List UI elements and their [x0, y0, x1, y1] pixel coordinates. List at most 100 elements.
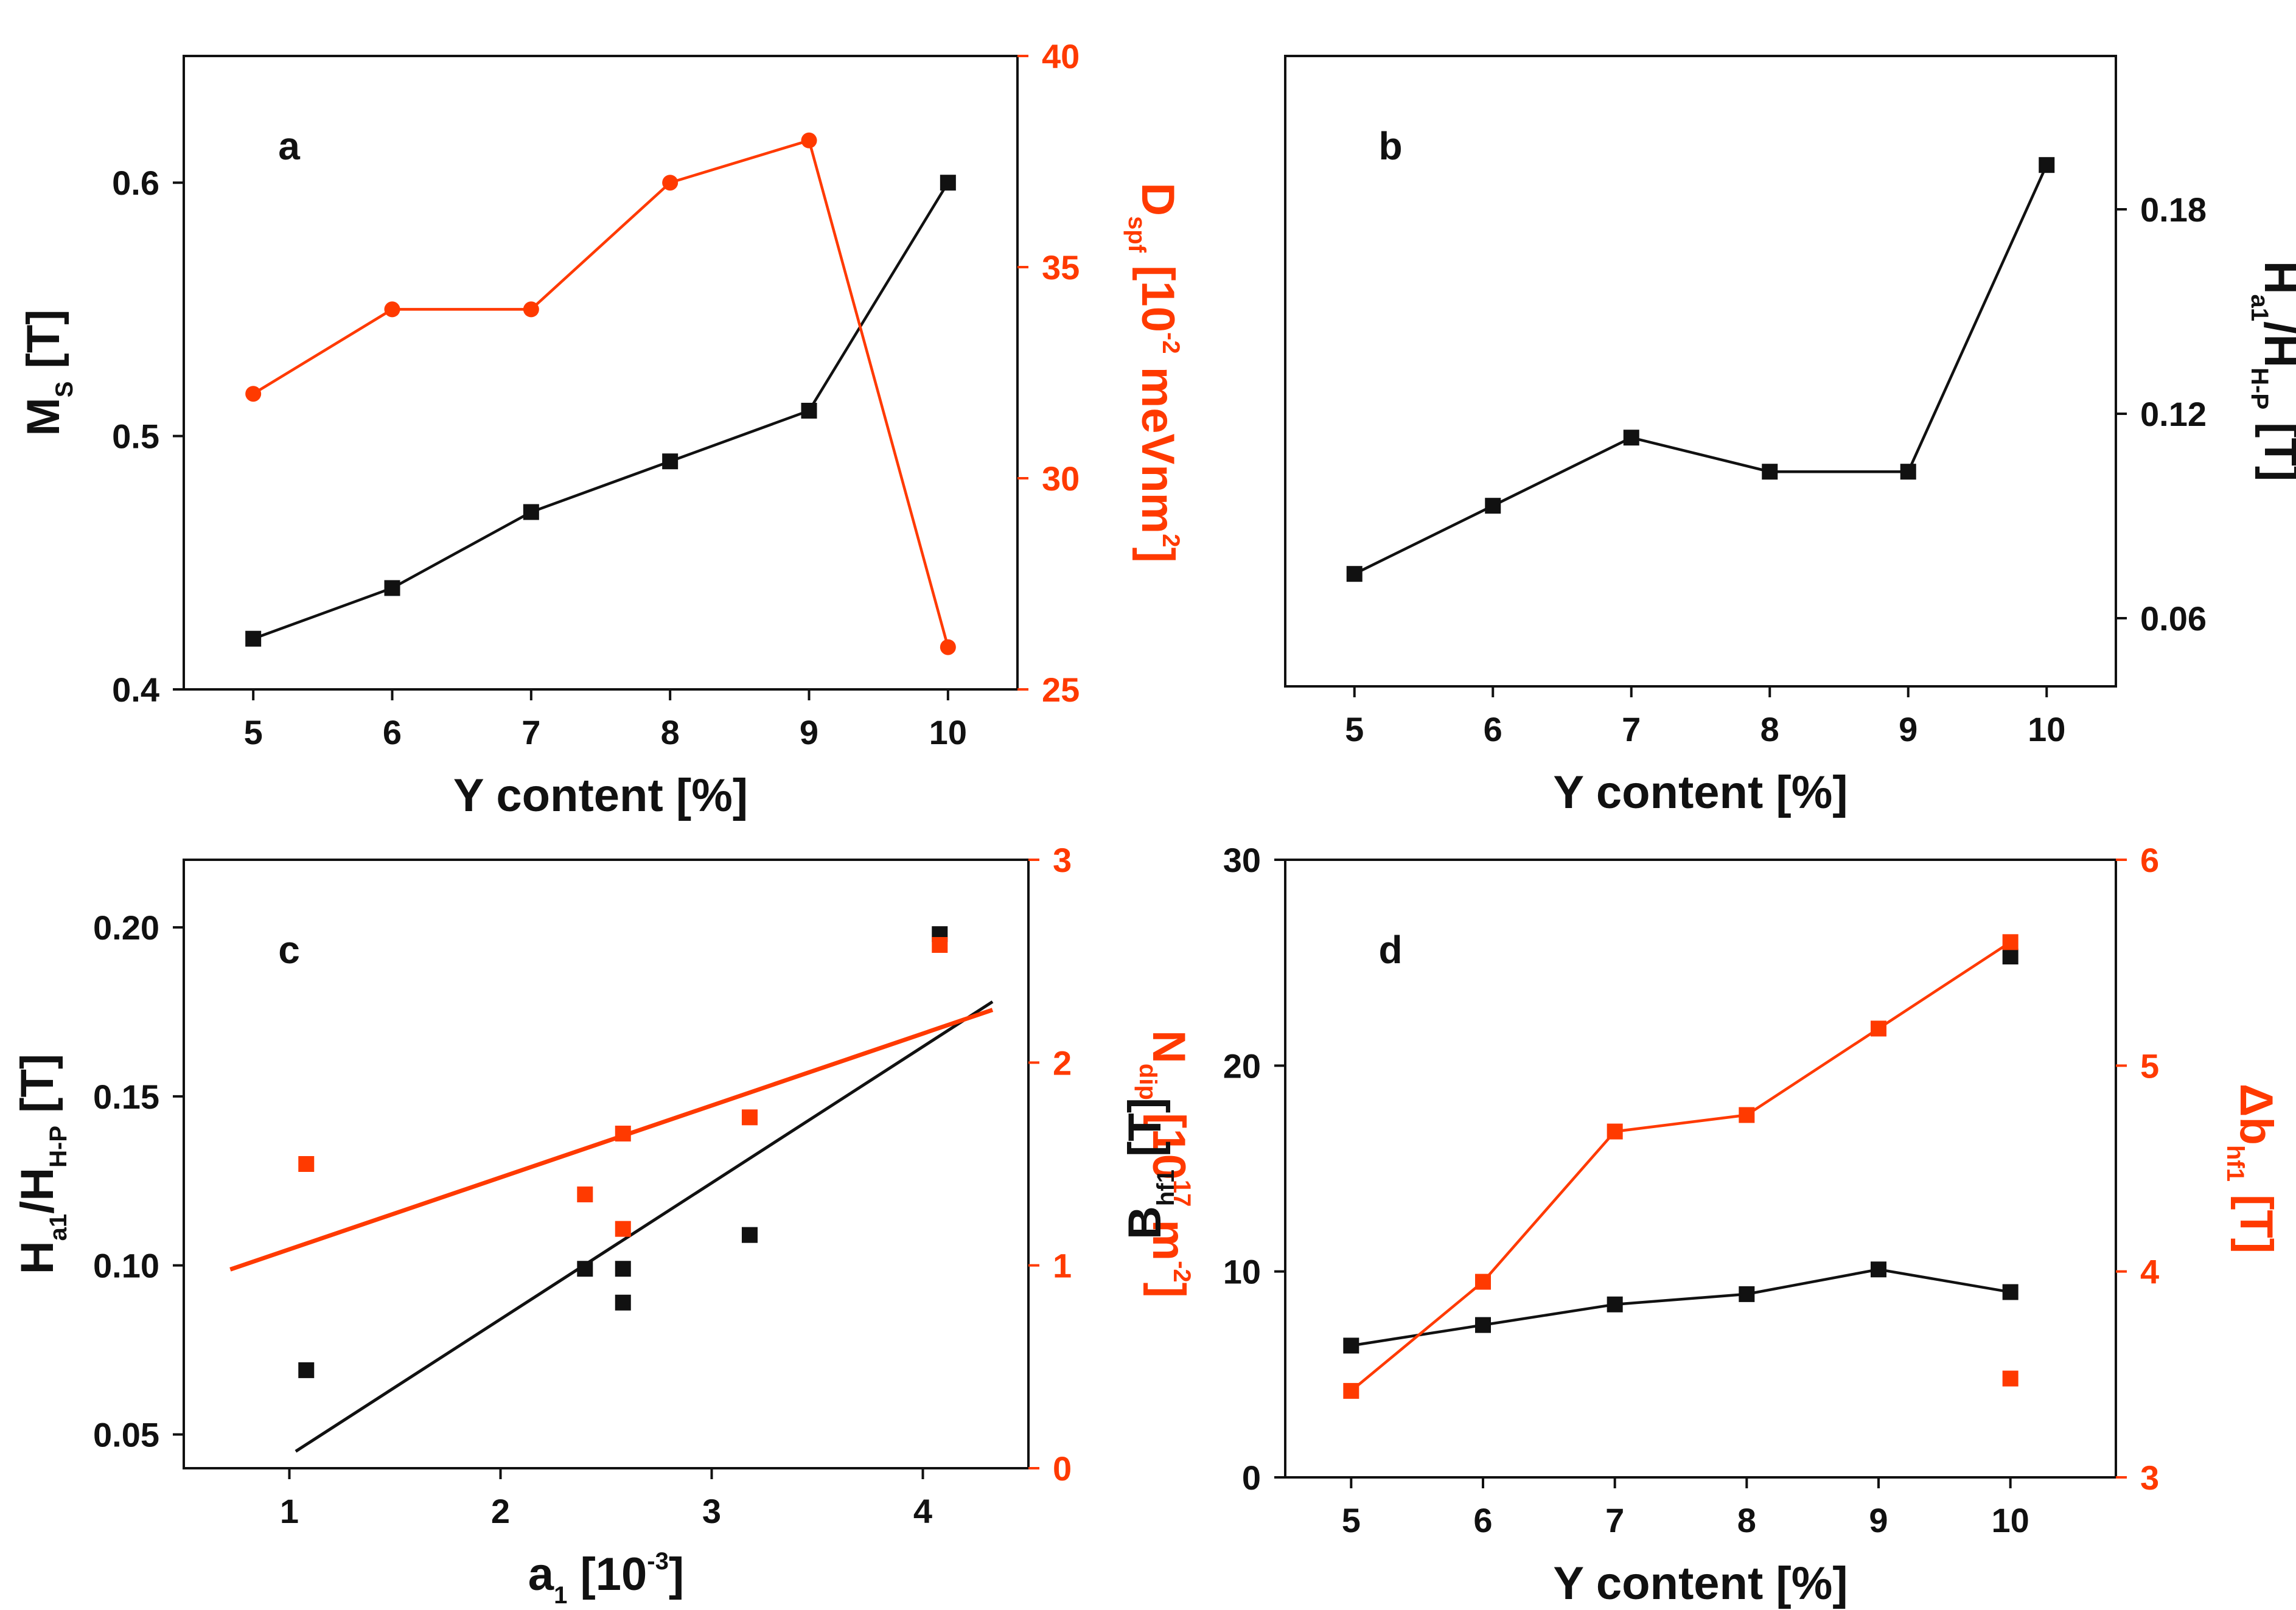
y-axis-label: MS [T]: [18, 309, 78, 436]
plot-frame: [1284, 859, 2117, 1479]
data-point: [1739, 1286, 1755, 1302]
label-part: hf1: [1153, 1169, 1179, 1206]
y2-tick-label: 0.18: [2140, 190, 2207, 229]
label-part: [T]: [18, 309, 69, 381]
label-part: -2: [1157, 332, 1184, 354]
data-point: [1485, 498, 1501, 514]
data-point: [1762, 464, 1778, 480]
y2-tick-label: 4: [2140, 1253, 2159, 1291]
series-line: [1350, 941, 2011, 1392]
data-point: [523, 504, 539, 520]
data-point: [1871, 1020, 1886, 1037]
panel-a: 5 6 7 8 9 10 Y content [%] 0.4 0.5 0.6 MS [T] 25 30 3…: [18, 37, 1184, 821]
y-tick-label: 10: [1223, 1253, 1261, 1291]
label-part: 17: [1168, 1180, 1195, 1207]
data-point: [577, 1187, 593, 1202]
x-tick-label: 3: [702, 1492, 721, 1530]
data-point: [1343, 1337, 1359, 1354]
panel-label: d: [1378, 928, 1402, 972]
label-part: M: [18, 397, 69, 436]
y2-tick-label: 3: [2140, 1458, 2159, 1497]
x-axis-label: Y content [%]: [1553, 1558, 1848, 1609]
label-part: 2: [1157, 534, 1184, 547]
data-point: [245, 630, 262, 647]
x-tick-label: 2: [491, 1492, 510, 1530]
y2-tick-label: 2: [1053, 1044, 1072, 1082]
data-point: [1475, 1274, 1491, 1290]
data-point: [1607, 1123, 1623, 1140]
data-point: [615, 1126, 631, 1141]
label-part: [T]: [1119, 1098, 1171, 1169]
panel-d: 5 6 7 8 9 10 Y content [%] 0 10 20 30 Bhf1 [T] 3 4 5 6 Δ…: [1119, 841, 2282, 1609]
label-part: a1: [2246, 294, 2273, 322]
y2-tick-label: 6: [2140, 841, 2159, 879]
data-point: [615, 1261, 631, 1277]
label-part: ]: [1143, 1283, 1195, 1298]
x-tick-label: 8: [661, 713, 680, 751]
data-point: [615, 1221, 631, 1237]
data-point: [662, 175, 679, 191]
x-axis-label: Y content [%]: [1553, 767, 1848, 818]
x-tick-label: 5: [244, 713, 263, 751]
fit-line: [295, 1000, 994, 1453]
data-point: [932, 937, 948, 953]
y-tick-label: 20: [1223, 1047, 1261, 1085]
data-point: [1607, 1296, 1623, 1312]
y2-axis-label: Dspf [10-2 meVnm2]: [1123, 183, 1184, 563]
label-part: [10: [1132, 253, 1184, 332]
y-tick-label: 0: [1242, 1458, 1261, 1497]
y2-tick-label: 5: [2140, 1047, 2159, 1085]
series-line: [253, 182, 949, 640]
y-axis-label: Bhf1 [T]: [1119, 1098, 1179, 1239]
label-part: H-P: [2246, 368, 2273, 409]
x-tick-label: 8: [1737, 1501, 1756, 1539]
data-point: [523, 301, 539, 318]
label-part: H-P: [45, 1126, 72, 1168]
panel-label: a: [278, 124, 300, 168]
data-point: [1475, 1317, 1491, 1333]
panel-b: 5 6 7 8 9 10 Y content [%] 0.06 0.12 0.18 Ha1/HH-P…: [1284, 55, 2296, 818]
label-part: 1: [554, 1582, 567, 1609]
x-tick-label: 4: [913, 1492, 932, 1530]
y2-tick-label: 3: [1053, 841, 1072, 879]
y2-axis-label: Ha1/HH-P [T]: [2246, 261, 2296, 481]
data-point: [662, 453, 679, 470]
y2-tick-label: 0.06: [2140, 599, 2207, 638]
label-part: spf: [1123, 216, 1150, 253]
label-part: ]: [1132, 548, 1184, 563]
x-tick-label: 10: [2028, 710, 2065, 748]
y-tick-label: 30: [1223, 841, 1261, 879]
x-tick-label: 7: [1605, 1501, 1624, 1539]
label-part: a: [528, 1549, 554, 1600]
label-part: D: [1132, 183, 1184, 216]
label-part: S: [51, 382, 78, 398]
y-axis-label: Ha1/HH-P [T]: [12, 1054, 72, 1274]
data-point: [1900, 464, 1916, 480]
label-part: H: [12, 1241, 63, 1274]
y2-axis-label: Ndip [1017 m-2]: [1134, 1030, 1195, 1298]
x-axis-label: a1 [10-3]: [528, 1548, 684, 1609]
label-part: [T]: [12, 1054, 63, 1126]
data-point: [1739, 1107, 1755, 1123]
x-tick-label: 8: [1760, 710, 1779, 748]
label-part: meVnm: [1132, 354, 1184, 534]
label-part: [T]: [2255, 409, 2296, 481]
y-tick-label: 0.4: [112, 671, 159, 709]
x-tick-label: 6: [383, 713, 402, 751]
y-tick-label: 0.20: [93, 908, 159, 947]
label-part: hf1: [2222, 1145, 2249, 1182]
x-tick-label: 5: [1345, 710, 1364, 748]
label-part: ]: [669, 1549, 684, 1600]
label-part: /H: [2255, 321, 2296, 368]
y2-tick-label: 0.12: [2140, 395, 2207, 433]
y-tick-label: 0.10: [93, 1247, 159, 1285]
plot-frame: [183, 55, 1019, 691]
label-part: [10: [567, 1549, 647, 1600]
data-point: [741, 1109, 758, 1126]
x-tick-label: 10: [1992, 1501, 2029, 1539]
x-tick-label: 7: [1622, 710, 1641, 748]
y2-tick-label: 35: [1042, 248, 1080, 287]
data-point: [384, 301, 400, 318]
